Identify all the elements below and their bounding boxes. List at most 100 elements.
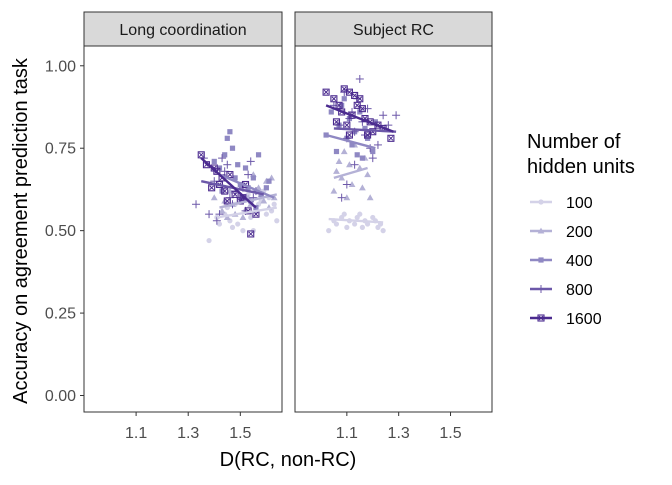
data-point (341, 211, 347, 217)
marker-shape (248, 214, 254, 221)
data-point (263, 185, 269, 191)
data-point (354, 152, 360, 158)
marker-shape (223, 197, 231, 205)
marker-shape (224, 198, 230, 204)
data-point (192, 200, 201, 209)
data-point (359, 155, 365, 161)
marker-shape (380, 228, 386, 234)
marker-shape (229, 145, 236, 151)
marker-shape (213, 167, 221, 175)
data-point (335, 101, 343, 109)
legend-item-400: 400 (530, 253, 593, 270)
data-point (392, 111, 401, 120)
legend: Number of hidden units 100 200 400 800 1600 (527, 131, 635, 328)
marker-shape (323, 89, 329, 95)
marker-shape (354, 152, 360, 158)
marker-shape (216, 221, 223, 227)
marker-shape (330, 187, 338, 194)
data-point (332, 118, 341, 126)
panel-title: Subject RC (353, 22, 434, 39)
marker-shape (250, 175, 256, 181)
marker-shape (326, 228, 332, 234)
data-point (379, 111, 388, 120)
data-point (221, 187, 229, 195)
data-point (222, 152, 228, 158)
x-tick-label: 1.1 (336, 425, 358, 442)
y-tick-label: 1.00 (45, 58, 76, 75)
data-point (326, 228, 332, 234)
panel-frame (294, 45, 493, 413)
fit-line-200 (333, 166, 368, 180)
marker-shape (247, 230, 255, 238)
marker-shape (227, 172, 233, 177)
marker-shape (362, 125, 368, 132)
marker-shape (343, 194, 351, 201)
data-point (239, 214, 247, 221)
marker-shape (344, 224, 350, 230)
data-point (260, 197, 268, 204)
marker-shape (344, 122, 350, 128)
x-axis-title: D(RC, non-RC) (220, 449, 357, 471)
data-point (330, 187, 338, 194)
data-point (345, 131, 353, 139)
marker-shape (356, 95, 364, 103)
marker-shape (345, 131, 353, 139)
marker-shape (260, 197, 268, 204)
data-point (244, 170, 253, 179)
marker-shape (360, 106, 365, 112)
data-point (328, 109, 334, 115)
data-point (366, 194, 374, 201)
marker-shape (227, 129, 233, 135)
legend-label: 200 (566, 224, 593, 241)
panel-strip (83, 11, 283, 47)
data-point (223, 214, 231, 221)
marker-shape (364, 221, 371, 227)
data-point (205, 210, 214, 219)
data-point (356, 95, 364, 103)
marker-shape (229, 224, 236, 230)
marker-shape (208, 184, 216, 192)
fit-line-800 (333, 127, 397, 133)
marker-shape (206, 237, 212, 244)
marker-shape (332, 118, 341, 126)
fit-line-1600 (200, 157, 257, 209)
y-tick-label: 0.75 (45, 141, 76, 158)
marker-shape (338, 174, 346, 181)
data-point (232, 175, 238, 181)
marker-shape (211, 158, 217, 165)
data-point (247, 230, 255, 238)
series-1600 (197, 151, 260, 238)
data-point (197, 151, 205, 159)
legend-item-200: 200 (530, 224, 593, 241)
marker-shape (387, 134, 395, 142)
marker-shape (341, 96, 347, 102)
data-point (255, 184, 262, 191)
data-point (255, 152, 262, 158)
data-point (235, 162, 241, 168)
marker-shape (354, 102, 360, 108)
marker-shape (349, 142, 355, 148)
marker-shape (197, 151, 205, 159)
marker-shape (209, 185, 215, 191)
marker-shape (359, 155, 365, 161)
marker-shape (366, 194, 374, 201)
marker-shape (253, 211, 259, 217)
marker-shape (222, 188, 228, 194)
marker-shape (232, 192, 238, 197)
data-point (242, 165, 249, 171)
data-point (373, 140, 382, 149)
x-tick-label: 1.5 (439, 425, 461, 442)
marker-shape (336, 102, 342, 108)
marker-shape (221, 187, 229, 195)
data-point (223, 160, 232, 169)
x-tick-label: 1.3 (177, 425, 199, 442)
marker-shape (538, 315, 544, 321)
data-point (368, 154, 377, 163)
data-point (263, 211, 269, 217)
marker-shape (218, 207, 226, 214)
fit-line-100 (328, 217, 384, 224)
marker-shape (255, 152, 262, 158)
marker-shape (224, 135, 230, 141)
data-point (250, 175, 256, 181)
data-point (240, 228, 246, 234)
